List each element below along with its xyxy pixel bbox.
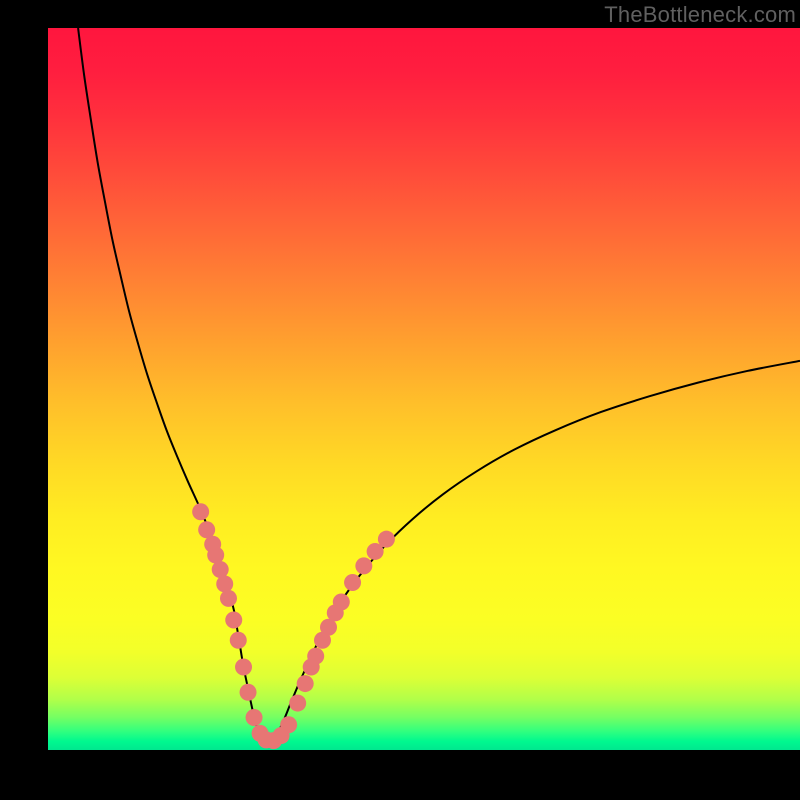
marker-right [344,574,361,591]
marker-right [289,695,306,712]
marker-left [220,590,237,607]
marker-left [216,575,233,592]
marker-left [207,547,224,564]
marker-right [320,619,337,636]
marker-left [235,658,252,675]
marker-left [230,632,247,649]
marker-right [297,675,314,692]
marker-right [378,531,395,548]
marker-left [246,709,263,726]
bottleneck-curve [78,28,800,741]
marker-right [333,593,350,610]
plot-area [48,28,800,750]
marker-left [212,561,229,578]
marker-left [192,503,209,520]
marker-right [355,557,372,574]
watermark-text: TheBottleneck.com [604,2,796,28]
marker-bottom [280,716,297,733]
curve-layer [48,28,800,750]
marker-right [307,648,324,665]
marker-left [240,684,257,701]
marker-left [225,612,242,629]
